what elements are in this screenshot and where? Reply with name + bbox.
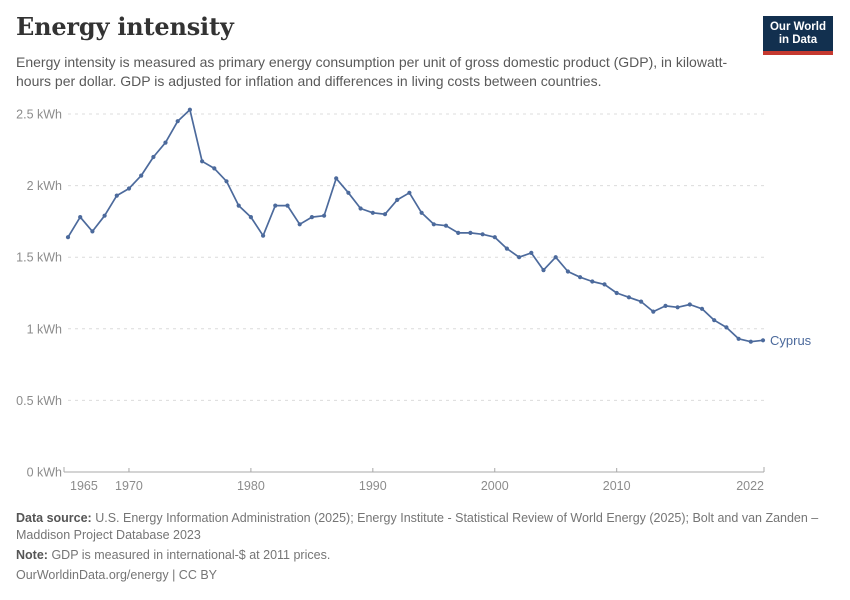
x-tick-label: 1980	[237, 479, 265, 493]
y-tick-label: 0.5 kWh	[16, 394, 62, 408]
data-point	[163, 140, 168, 145]
data-point	[712, 318, 717, 323]
data-point	[139, 173, 144, 178]
data-point	[529, 250, 534, 255]
data-point	[285, 203, 290, 208]
chart-subtitle: Energy intensity is measured as primary …	[16, 54, 728, 89]
data-point	[334, 176, 339, 181]
data-point	[102, 213, 107, 218]
y-tick-label: 2 kWh	[27, 179, 62, 193]
data-point	[748, 339, 753, 344]
data-point	[346, 190, 351, 195]
note-line: Note: GDP is measured in international-$…	[16, 547, 834, 564]
data-point	[578, 275, 583, 280]
y-tick-label: 1.5 kWh	[16, 251, 62, 265]
data-point	[431, 222, 436, 227]
data-point	[370, 210, 375, 215]
license-link[interactable]: OurWorldinData.org/energy | CC BY	[16, 568, 218, 582]
x-tick-label: 2000	[481, 479, 509, 493]
data-point	[687, 302, 692, 307]
data-point	[90, 229, 95, 234]
note-label: Note:	[16, 548, 48, 562]
owid-logo[interactable]: Our World in Data	[762, 16, 833, 55]
data-point	[736, 336, 741, 341]
data-point	[126, 186, 132, 191]
data-point	[419, 210, 424, 215]
data-point	[200, 159, 205, 164]
data-point	[248, 215, 253, 220]
data-point	[273, 203, 278, 208]
data-point	[65, 235, 71, 240]
data-point	[322, 213, 327, 218]
data-point	[541, 268, 546, 273]
data-point	[626, 295, 632, 300]
data-point	[236, 203, 241, 208]
data-point	[382, 212, 388, 217]
data-point	[480, 232, 485, 237]
y-tick-label: 1 kWh	[27, 322, 62, 336]
x-tick-label: 1990	[359, 479, 387, 493]
data-point	[602, 282, 607, 287]
data-point	[395, 197, 400, 202]
data-source-text: U.S. Energy Information Administration (…	[16, 511, 819, 542]
data-point	[675, 305, 680, 310]
data-source-line: Data source: U.S. Energy Information Adm…	[16, 510, 834, 544]
y-tick-label: 0 kWh	[27, 466, 62, 480]
data-point	[456, 230, 461, 235]
y-tick-label: 2.5 kWh	[16, 108, 62, 122]
data-point	[78, 215, 83, 220]
note-text: GDP is measured in international-$ at 20…	[51, 548, 331, 562]
data-point	[614, 290, 619, 296]
data-point	[517, 255, 522, 260]
data-point	[565, 269, 571, 274]
data-point	[699, 306, 705, 311]
data-point	[443, 223, 449, 228]
data-point	[358, 206, 363, 211]
data-point	[468, 230, 473, 235]
x-tick-label: 1965	[70, 479, 98, 493]
data-point	[639, 299, 644, 304]
data-point	[261, 233, 266, 238]
data-point	[760, 338, 766, 343]
data-point	[663, 303, 668, 308]
data-point	[309, 215, 314, 220]
data-point	[297, 222, 302, 227]
x-tick-label: 1970	[115, 479, 143, 493]
data-point	[175, 119, 180, 124]
data-point	[114, 193, 119, 198]
data-point	[151, 154, 156, 160]
x-tick-label: 2010	[603, 479, 631, 493]
x-tick-label: 2022	[736, 479, 764, 493]
data-point	[224, 179, 229, 184]
page-title: Energy intensity	[16, 12, 234, 41]
data-point	[724, 325, 729, 330]
owid-logo-line1: Our World	[769, 21, 826, 33]
owid-logo-line2: in Data	[778, 34, 818, 46]
data-point	[407, 190, 412, 195]
chart-footer: Data source: U.S. Energy Information Adm…	[16, 510, 834, 587]
data-point	[504, 246, 509, 251]
data-point	[651, 309, 656, 314]
data-source-label: Data source:	[16, 511, 92, 525]
entity-label-cyprus: Cyprus	[770, 333, 812, 348]
data-point	[553, 255, 558, 260]
data-point	[212, 166, 217, 171]
data-point	[187, 107, 192, 112]
data-point	[492, 235, 497, 240]
series-line-cyprus	[67, 108, 764, 343]
data-point	[590, 279, 595, 284]
